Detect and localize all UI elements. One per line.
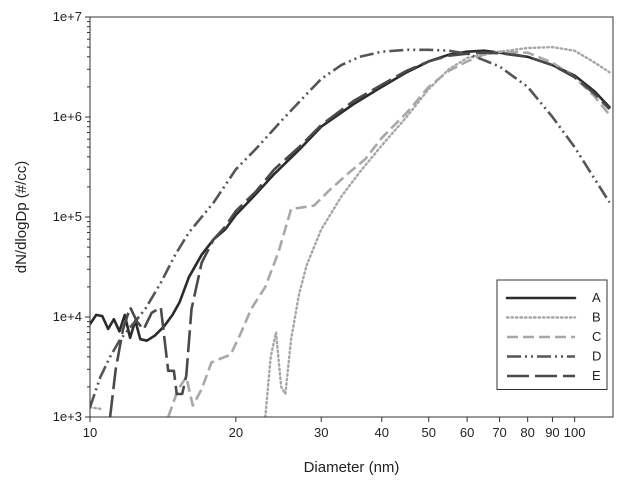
y-axis-ticks: 1e+3 1e+4 1e+5 1e+6 1e+7 [53,9,90,424]
x-tick-label: 100 [564,425,586,440]
x-tick-label: 20 [229,425,243,440]
series-layer [90,45,611,417]
y-tick-label: 1e+7 [53,9,82,24]
x-tick-label: 70 [492,425,506,440]
legend-label-b: B [592,310,601,325]
legend-box [496,279,608,390]
x-tick-label: 80 [520,425,534,440]
series-line-b [90,406,104,411]
x-tick-label: 60 [460,425,474,440]
x-tick-label: 30 [314,425,328,440]
x-axis-ticks: 10 20 30 40 50 60 70 80 90 100 [83,417,586,440]
series-line-e [108,51,611,417]
series-line-b [264,45,611,417]
legend-label-d: D [592,349,601,364]
series-line-a [90,49,611,343]
x-tick-label: 90 [545,425,559,440]
plot-area-frame [89,16,614,418]
series-line-c [166,50,611,417]
y-axis-title: dN/dlogDp (#/cc) [13,161,30,274]
legend-label-e: E [592,368,601,383]
legend-label-c: C [592,329,601,344]
y-tick-label: 1e+6 [53,109,82,124]
x-tick-label: 50 [422,425,436,440]
y-tick-label: 1e+4 [53,309,82,324]
x-axis-title: Diameter (nm) [304,459,400,476]
x-tick-label: 40 [375,425,389,440]
y-tick-label: 1e+3 [53,409,82,424]
x-tick-label: 10 [83,425,97,440]
legend-label-a: A [592,290,601,305]
y-tick-label: 1e+5 [53,209,82,224]
